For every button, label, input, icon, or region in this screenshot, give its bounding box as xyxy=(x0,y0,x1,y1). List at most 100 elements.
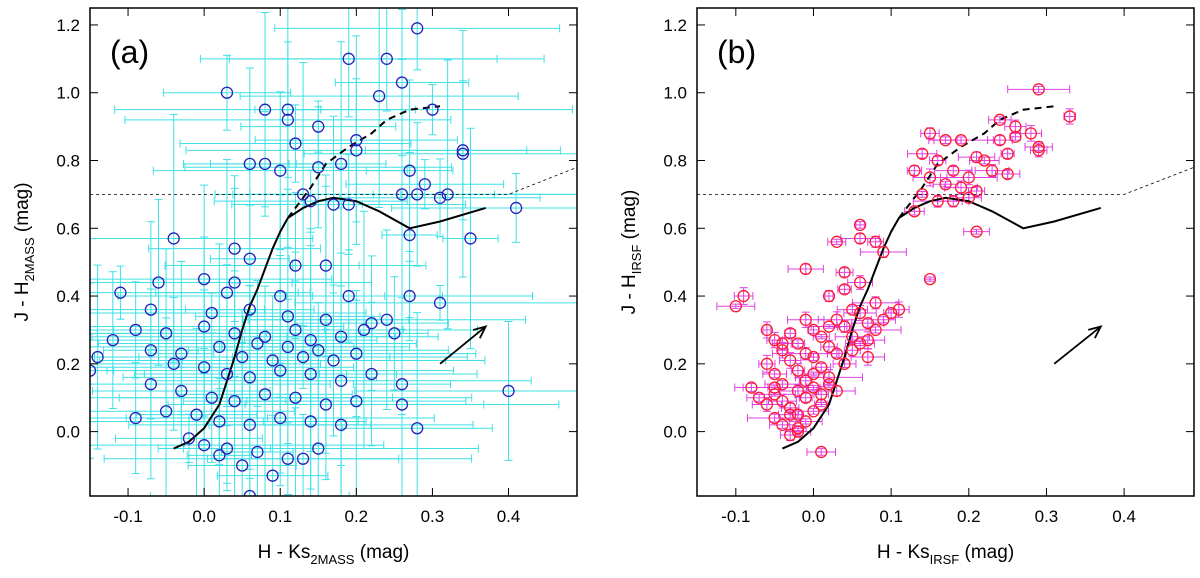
data-point xyxy=(776,337,789,350)
errorbar xyxy=(806,383,821,392)
data-point xyxy=(274,364,287,377)
errorbar xyxy=(247,229,526,411)
data-point xyxy=(768,333,781,347)
data-point xyxy=(768,388,781,401)
errorbar xyxy=(346,301,398,447)
errorbar xyxy=(179,104,412,183)
errorbar xyxy=(716,302,756,311)
errorbar xyxy=(907,148,938,159)
y-axis-title: J - HIRSF (mag) xyxy=(619,190,644,315)
data-point xyxy=(395,188,409,201)
data-point xyxy=(274,289,287,303)
reddening-vector-arrow xyxy=(1053,325,1103,365)
errorbar xyxy=(963,227,990,236)
data-point xyxy=(433,296,447,309)
data-point xyxy=(853,232,867,245)
errorbar xyxy=(826,349,847,358)
y-tick-label: 0.6 xyxy=(56,219,80,238)
data-point xyxy=(1009,130,1022,143)
errorbar xyxy=(206,413,400,496)
data-point xyxy=(243,303,256,316)
data-point xyxy=(838,266,851,279)
errorbar xyxy=(90,271,243,409)
data-point xyxy=(760,323,774,337)
data-point xyxy=(861,333,874,347)
data-point xyxy=(1024,127,1038,140)
data-point xyxy=(776,378,789,391)
data-point xyxy=(296,188,310,201)
data-point xyxy=(784,354,797,367)
data-point xyxy=(1032,83,1045,96)
data-point xyxy=(334,418,348,431)
y-tick-label: 0.4 xyxy=(663,287,687,306)
errorbar xyxy=(769,420,796,429)
data-point xyxy=(784,327,797,340)
x-tick-label: 0.1 xyxy=(879,507,903,526)
data-point xyxy=(838,320,851,333)
data-point xyxy=(152,276,165,289)
data-point xyxy=(869,235,882,248)
x-axis-title: H - KsIRSF (mag) xyxy=(877,542,1014,567)
data-point xyxy=(791,422,805,435)
data-point xyxy=(822,289,836,303)
data-point xyxy=(970,150,983,164)
data-point xyxy=(380,313,393,326)
data-point xyxy=(350,347,363,360)
data-point xyxy=(791,425,805,438)
data-point xyxy=(993,134,1007,147)
data-point xyxy=(807,405,820,418)
data-point xyxy=(1063,110,1076,123)
errorbar xyxy=(762,369,787,379)
data-point xyxy=(312,120,325,133)
data-point xyxy=(853,218,867,232)
data-point xyxy=(1009,120,1022,133)
data-point xyxy=(312,161,325,174)
data-point xyxy=(509,201,523,215)
errorbar xyxy=(149,477,350,496)
data-point xyxy=(799,391,812,404)
data-point xyxy=(380,52,393,65)
data-point xyxy=(791,408,805,421)
data-point xyxy=(853,276,867,289)
y-axis-title: J - H2MASS (mag) xyxy=(12,182,37,321)
errorbar xyxy=(969,156,1000,165)
data-point xyxy=(403,164,416,177)
data-point xyxy=(365,317,378,330)
errorbar xyxy=(221,298,355,395)
data-point xyxy=(799,313,812,326)
data-point xyxy=(433,191,447,204)
data-point xyxy=(159,327,173,340)
data-point xyxy=(395,378,409,391)
data-point xyxy=(745,381,758,394)
data-point xyxy=(877,245,890,259)
data-point xyxy=(464,232,477,245)
axis-ticks: -0.1 0.0 0.1 0.2 0.3 0.4 0.0 0.2 0.4 0.6 0.8 1.0 1.2 xyxy=(56,8,577,526)
data-point xyxy=(243,157,256,171)
data-point xyxy=(220,442,234,455)
data-point xyxy=(395,76,409,89)
data-point xyxy=(243,371,256,384)
data-point xyxy=(289,259,302,272)
data-point xyxy=(807,350,820,364)
errorbar xyxy=(994,169,1021,179)
data-point xyxy=(182,432,196,445)
errorbar xyxy=(364,80,561,221)
data-point xyxy=(768,411,781,425)
data-point xyxy=(830,235,843,248)
data-point xyxy=(403,228,416,242)
y-tick-label: 1.0 xyxy=(56,84,80,103)
data-point xyxy=(289,391,302,404)
data-point xyxy=(954,134,968,147)
errorbar xyxy=(90,199,293,366)
data-point xyxy=(334,157,348,171)
data-point xyxy=(243,489,256,496)
errorbar xyxy=(294,285,577,321)
x-tick-label: -0.1 xyxy=(113,507,142,526)
data-point xyxy=(970,184,983,198)
data-point xyxy=(266,469,279,482)
data-point xyxy=(266,354,279,367)
data-point xyxy=(319,398,333,411)
data-point xyxy=(304,333,317,347)
panel-label: (b) xyxy=(717,34,756,70)
data-point xyxy=(799,262,812,276)
